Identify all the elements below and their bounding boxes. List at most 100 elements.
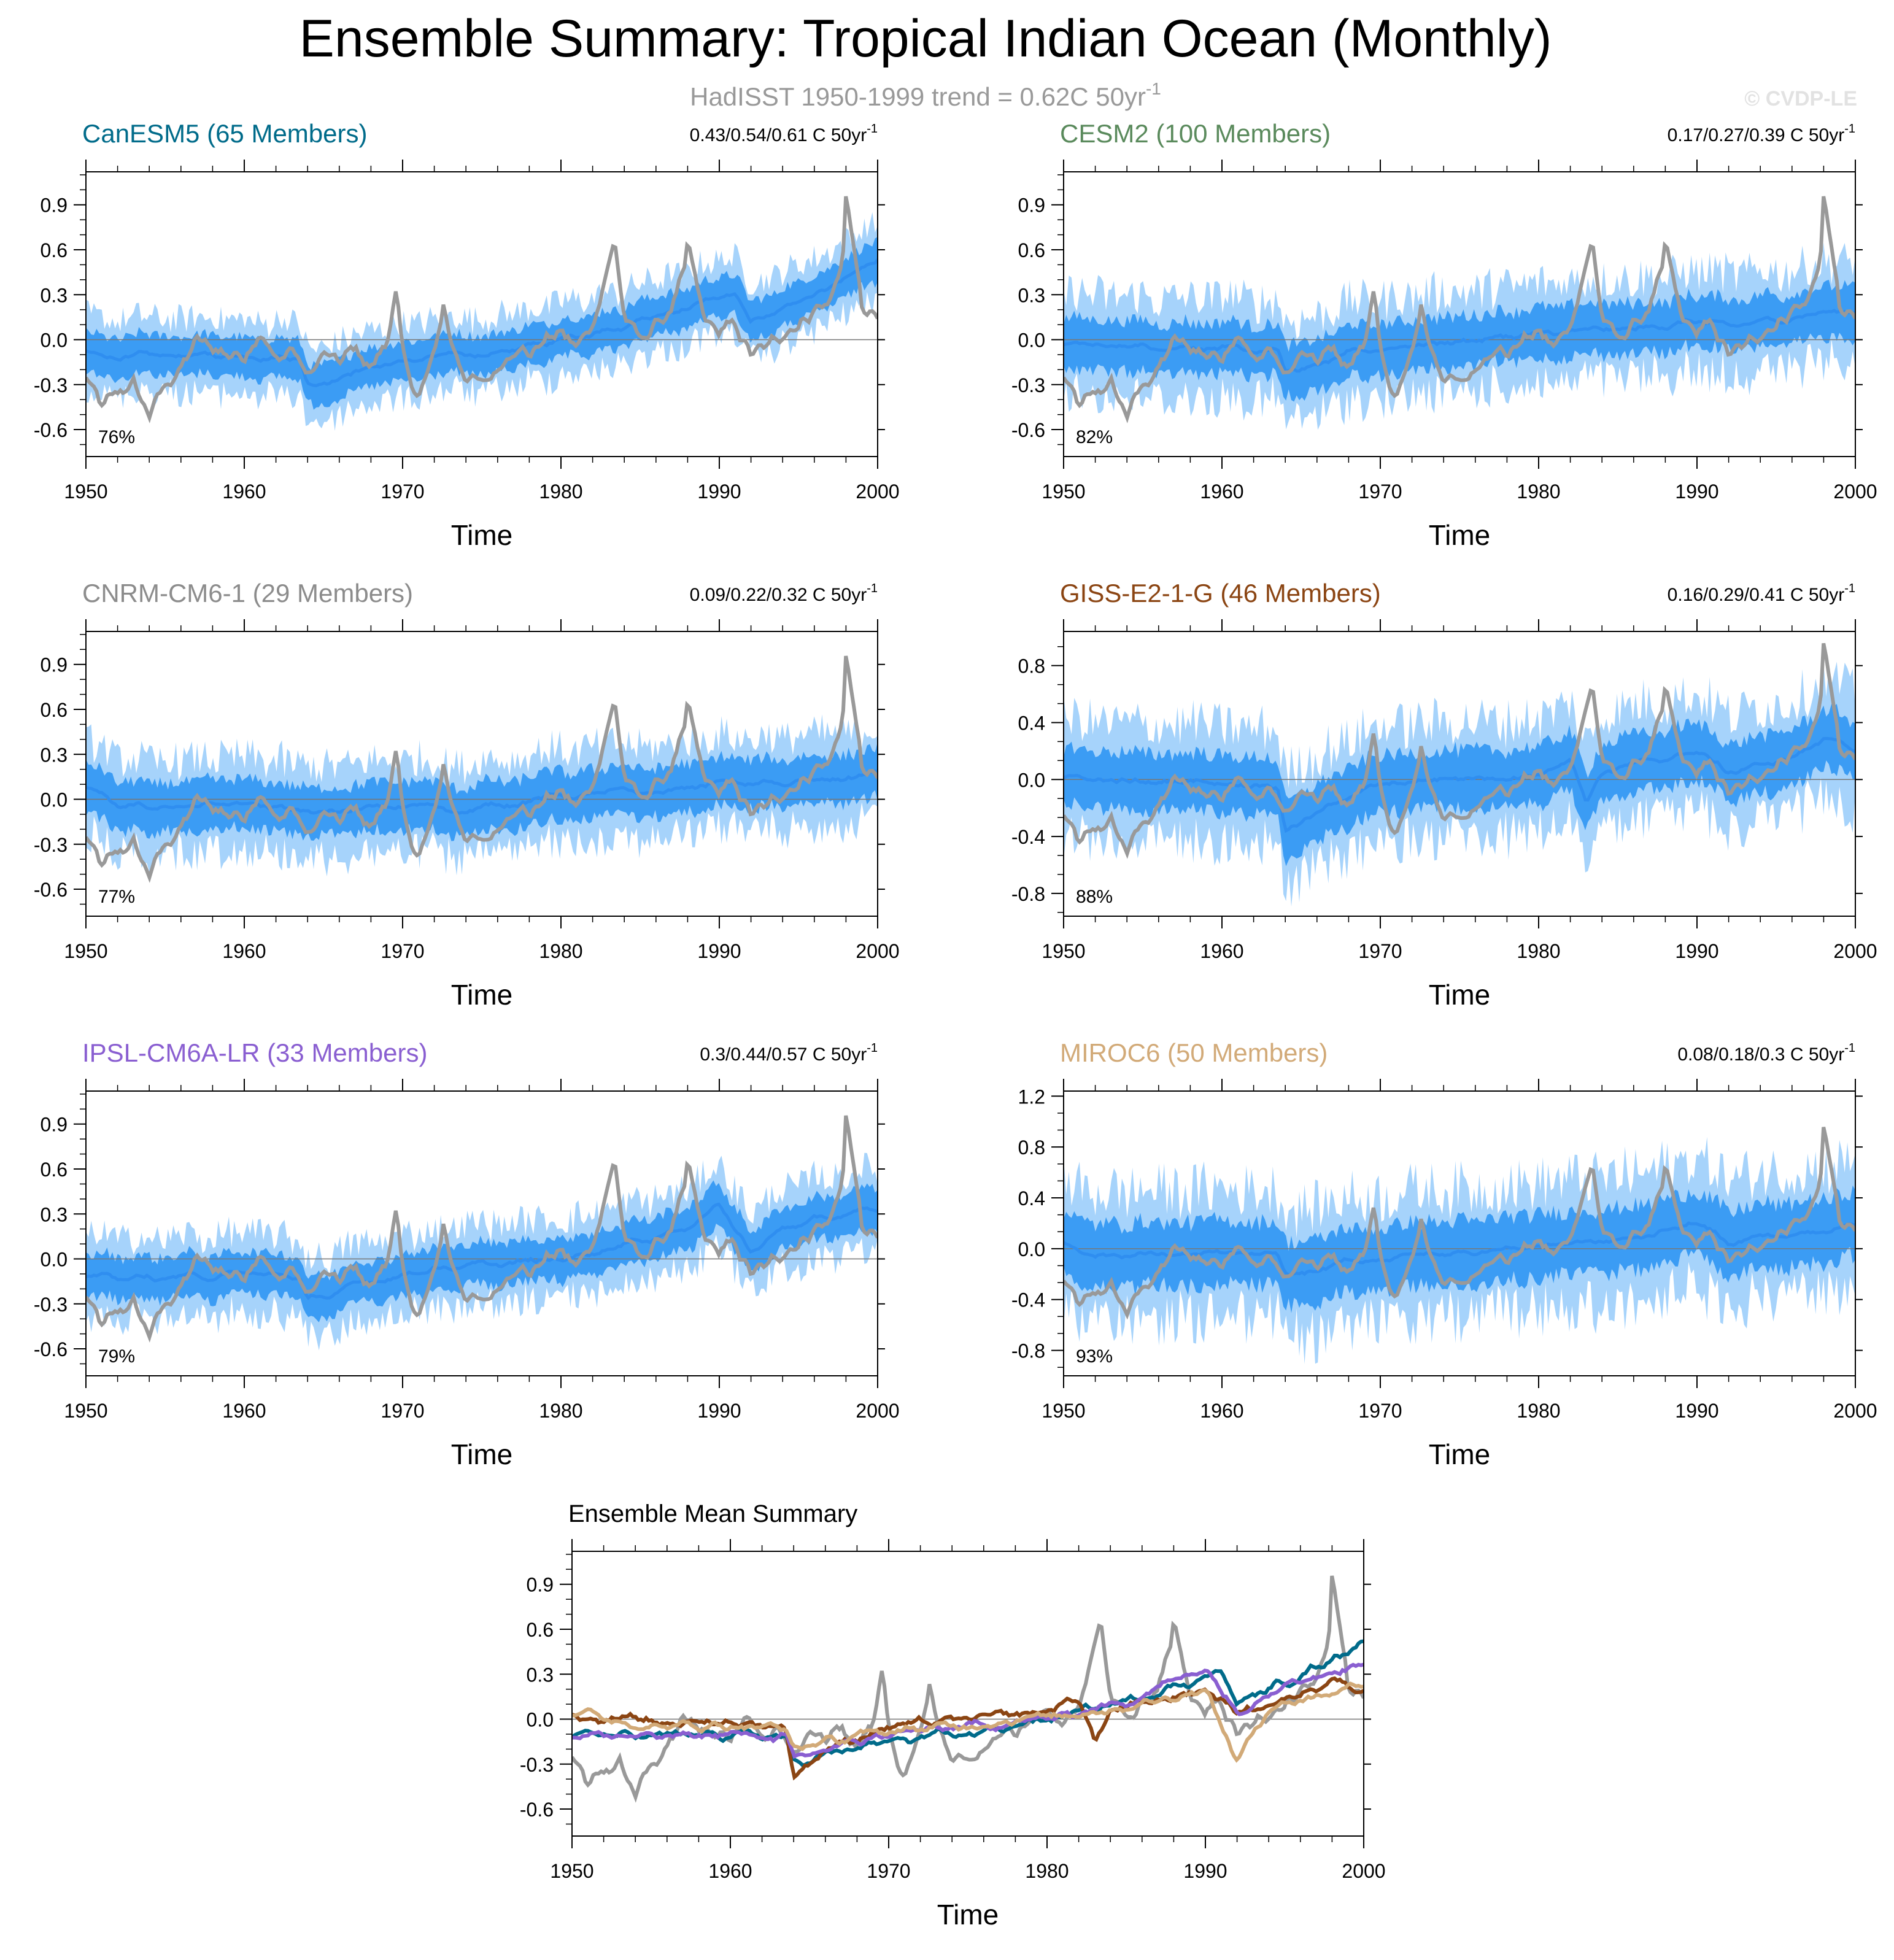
- x-tick-label: 1970: [867, 1860, 910, 1882]
- x-tick-label: 1990: [1183, 1860, 1227, 1882]
- x-axis-title: Time: [451, 519, 513, 551]
- y-tick-label: 0.8: [1018, 1136, 1045, 1159]
- y-tick-label: -0.3: [34, 834, 68, 856]
- y-tick-label: 0.9: [41, 195, 68, 217]
- ensemble-mean-line: [86, 258, 878, 387]
- panel-title: MIROC6 (50 Members): [1060, 1038, 1328, 1067]
- trend-label-sup: -1: [1844, 122, 1855, 136]
- trend-label-main: 0.3/0.44/0.57 C 50yr: [700, 1044, 867, 1065]
- y-tick-label: 0.6: [41, 239, 68, 261]
- series-line-miroc6: [572, 1681, 1364, 1763]
- ensemble-mean-line: [86, 770, 878, 815]
- figure-subtitle-sup: -1: [1146, 79, 1161, 98]
- plot-area: [1064, 642, 1855, 907]
- observed-hadisst-line: [86, 1115, 878, 1343]
- y-tick-label: 0.0: [41, 1249, 68, 1271]
- chart-panel-5: MIROC6 (50 Members) 0.08/0.18/0.3 C 50yr-…: [1011, 1038, 1877, 1470]
- plot-frame: [1063, 631, 1856, 917]
- x-axis-title: Time: [451, 1438, 513, 1470]
- watermark: © CVDP-LE: [1744, 87, 1857, 110]
- percent-label: 76%: [98, 427, 135, 447]
- percent-label: 82%: [1076, 427, 1113, 447]
- x-tick-label: 1980: [539, 940, 582, 962]
- x-axis-title: Time: [1429, 979, 1491, 1011]
- panel-title: IPSL-CM6A-LR (33 Members): [82, 1038, 427, 1067]
- panel-grid: CanESM5 (65 Members) 0.43/0.54/0.61 C 50y…: [34, 119, 1877, 1931]
- observed-hadisst-line: [1064, 642, 1855, 859]
- x-tick-label: 1950: [64, 480, 107, 503]
- x-tick-label: 1960: [222, 940, 266, 962]
- percent-label: 93%: [1076, 1346, 1113, 1367]
- trend-label-sup: -1: [1844, 1041, 1855, 1055]
- x-tick-label: 1970: [381, 1400, 424, 1422]
- trend-label: 0.09/0.22/0.32 C 50yr-1: [690, 582, 878, 605]
- x-tick-label: 1990: [697, 940, 741, 962]
- y-tick-label: 0.3: [41, 744, 68, 766]
- figure-subtitle-main: HadISST 1950-1999 trend = 0.62C 50yr: [690, 82, 1146, 111]
- plot-area: [1064, 196, 1855, 430]
- x-tick-label: 2000: [1833, 940, 1877, 962]
- y-tick-label: 0.3: [41, 1203, 68, 1225]
- y-tick-label: -0.3: [34, 1294, 68, 1316]
- chart-panel-4: IPSL-CM6A-LR (33 Members) 0.3/0.44/0.57 C…: [34, 1038, 900, 1470]
- y-tick-label: 1.2: [1018, 1086, 1045, 1108]
- panel-title: CNRM-CM6-1 (29 Members): [82, 579, 413, 608]
- trend-label: 0.3/0.44/0.57 C 50yr-1: [700, 1041, 878, 1065]
- panel-title: GISS-E2-1-G (46 Members): [1060, 579, 1381, 608]
- y-tick-label: 0.0: [1018, 769, 1045, 791]
- x-tick-label: 1990: [697, 480, 741, 503]
- panel-title: CESM2 (100 Members): [1060, 119, 1331, 148]
- chart-panel-0: CanESM5 (65 Members) 0.43/0.54/0.61 C 50y…: [34, 119, 900, 551]
- plot-frame: [85, 1090, 878, 1376]
- chart-panel-1: CESM2 (100 Members) 0.17/0.27/0.39 C 50yr…: [1011, 119, 1877, 551]
- y-tick-label: 0.0: [1018, 330, 1045, 352]
- trend-label-sup: -1: [867, 122, 878, 136]
- plot-frame: [85, 171, 878, 457]
- trend-label-main: 0.17/0.27/0.39 C 50yr: [1668, 125, 1845, 145]
- x-tick-label: 2000: [1833, 480, 1877, 503]
- x-axis-title: Time: [1429, 1438, 1491, 1470]
- chart-panel-6: Ensemble Mean Summary -0.6 -0.3 0.0 0.3 0.6 0.…: [520, 1500, 1386, 1931]
- y-tick-label: -0.4: [1011, 826, 1045, 848]
- y-tick-label: 0.6: [41, 1159, 68, 1181]
- x-tick-label: 1960: [1200, 940, 1243, 962]
- x-tick-label: 1980: [1517, 940, 1560, 962]
- x-tick-label: 1960: [1200, 480, 1243, 503]
- trend-label-sup: -1: [867, 1041, 878, 1055]
- plot-frame: [1063, 1090, 1856, 1376]
- y-tick-label: 0.3: [527, 1664, 554, 1686]
- y-tick-label: -0.8: [1011, 883, 1045, 905]
- y-tick-label: 0.6: [41, 699, 68, 721]
- y-tick-label: -0.3: [520, 1754, 554, 1776]
- x-tick-label: 2000: [856, 480, 899, 503]
- y-tick-label: 0.4: [1018, 712, 1045, 734]
- ensemble-mean-line: [1064, 1221, 1855, 1276]
- y-tick-label: -0.6: [34, 1338, 68, 1360]
- plot-frame: [85, 631, 878, 917]
- x-tick-label: 2000: [1342, 1860, 1385, 1882]
- x-tick-label: 1950: [64, 940, 107, 962]
- trend-label-main: 0.16/0.29/0.41 C 50yr: [1668, 585, 1845, 605]
- x-tick-label: 2000: [856, 940, 899, 962]
- trend-label-sup: -1: [867, 582, 878, 595]
- x-tick-label: 1960: [222, 1400, 266, 1422]
- plot-area: [572, 1575, 1364, 1803]
- x-tick-label: 1950: [1042, 1400, 1085, 1422]
- x-tick-label: 1960: [222, 480, 266, 503]
- x-tick-label: 2000: [856, 1400, 899, 1422]
- y-tick-label: 0.3: [1018, 284, 1045, 306]
- x-tick-label: 1980: [1025, 1860, 1069, 1882]
- y-tick-label: 0.0: [41, 330, 68, 352]
- x-tick-label: 1970: [381, 480, 424, 503]
- x-axis-title: Time: [937, 1899, 999, 1931]
- percent-label: 88%: [1076, 887, 1113, 907]
- ensemble-mean-line: [1064, 736, 1855, 833]
- percent-label: 79%: [98, 1346, 135, 1367]
- x-tick-label: 1990: [1675, 1400, 1718, 1422]
- y-tick-label: -0.8: [1011, 1340, 1045, 1362]
- spread-band-inner: [1064, 703, 1855, 866]
- x-tick-label: 1960: [1200, 1400, 1243, 1422]
- x-tick-label: 1980: [539, 480, 582, 503]
- trend-label: 0.16/0.29/0.41 C 50yr-1: [1668, 582, 1855, 605]
